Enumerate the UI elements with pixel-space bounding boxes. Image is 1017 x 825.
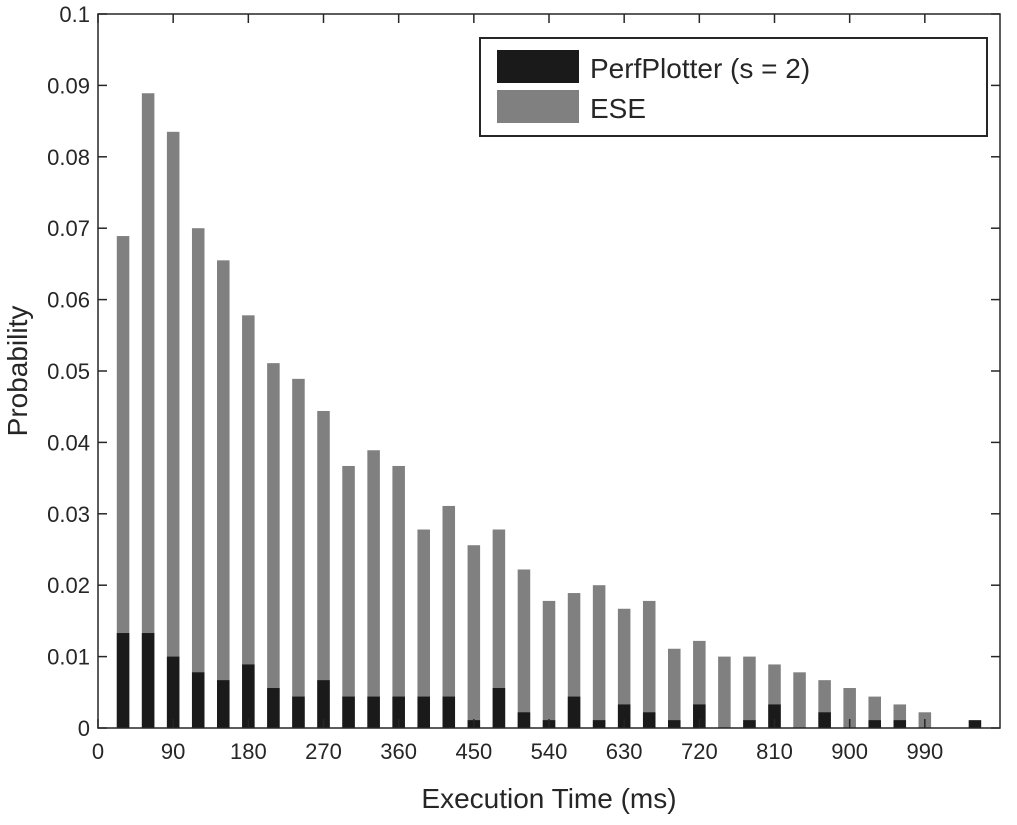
bar-ese-9 [342,465,355,728]
bar-ese-25 [743,656,756,728]
legend-label-ese: ESE [590,93,646,124]
bar-ese-24 [718,656,731,728]
x-tick-label-11: 990 [906,739,943,764]
legend-label-perfplotter: PerfPlotter (s = 2) [590,53,810,84]
bar-perfplotter-s-2-20 [617,704,631,728]
bar-perfplotter-s-2-3 [191,672,205,728]
y-tick-label-7: 0.07 [47,216,90,241]
bar-perfplotter-s-2-16 [517,712,531,728]
x-tick-label-8: 720 [681,739,718,764]
bar-ese-20 [617,608,631,728]
bar-ese-13 [442,505,456,728]
bar-perfplotter-s-2-4 [217,680,230,728]
bar-ese-4 [217,260,230,728]
bars-layer [116,93,982,729]
bar-perfplotter-s-2-8 [317,680,330,728]
y-tick-label-3: 0.03 [47,502,90,527]
bar-ese-18 [567,593,581,728]
y-axis-title: Probability [2,306,33,437]
bar-ese-10 [367,450,380,728]
bar-perfplotter-s-2-26 [768,704,781,728]
x-tick-label-10: 900 [831,739,868,764]
y-tick-label-1: 0.01 [47,645,90,670]
bar-ese-6 [267,363,280,728]
x-tick-label-1: 90 [161,739,185,764]
bar-perfplotter-s-2-22 [668,720,681,728]
bar-perfplotter-s-2-0 [116,633,130,728]
bar-perfplotter-s-2-15 [492,688,506,728]
bar-ese-12 [417,529,430,728]
bar-perfplotter-s-2-5 [242,664,255,728]
bar-ese-22 [668,648,681,728]
x-tick-label-3: 270 [305,739,342,764]
bar-ese-11 [392,465,405,728]
legend: PerfPlotter (s = 2) ESE [479,37,988,137]
y-tick-label-2: 0.02 [47,573,90,598]
bar-ese-27 [793,672,806,728]
bar-perfplotter-s-2-25 [743,720,756,728]
bar-perfplotter-s-2-34 [968,720,982,728]
bar-ese-2 [166,131,180,728]
bar-ese-14 [467,545,481,728]
bar-ese-5 [242,315,255,728]
x-axis-title: Execution Time (ms) [421,783,676,814]
y-tick-label-4: 0.04 [47,430,90,455]
x-tick-label-7: 630 [606,739,643,764]
bar-perfplotter-s-2-19 [592,720,606,728]
bar-ese-21 [642,600,656,728]
bar-perfplotter-s-2-7 [292,696,305,728]
x-tick-label-0: 0 [92,739,104,764]
bar-ese-17 [542,600,556,728]
y-tick-label-8: 0.08 [47,145,90,170]
legend-swatch-ese [497,90,579,123]
bar-ese-29 [843,688,856,728]
y-tick-label-10: 0.1 [59,2,90,27]
bar-ese-19 [592,585,606,728]
bar-perfplotter-s-2-18 [567,696,581,728]
x-tick-label-6: 540 [531,739,568,764]
bar-perfplotter-s-2-30 [868,720,881,728]
bar-perfplotter-s-2-31 [893,720,907,728]
y-tick-label-0: 0 [78,716,90,741]
ticks-layer: 0 90 180 270 360 450 540 630 720 810 900 990 0 0.01 0.… [47,2,1000,764]
bar-perfplotter-s-2-11 [392,696,405,728]
bar-ese-0 [116,236,130,729]
x-tick-label-2: 180 [230,739,267,764]
bar-perfplotter-s-2-10 [367,696,380,728]
bar-perfplotter-s-2-12 [417,696,430,728]
bar-perfplotter-s-2-9 [342,696,355,728]
x-tick-label-9: 810 [756,739,793,764]
y-tick-label-5: 0.05 [47,359,90,384]
bar-perfplotter-s-2-21 [642,712,656,728]
bar-perfplotter-s-2-13 [442,696,456,728]
y-tick-label-6: 0.06 [47,288,90,313]
bar-perfplotter-s-2-2 [166,656,180,728]
x-tick-label-4: 360 [380,739,417,764]
bar-ese-3 [191,228,205,728]
bar-perfplotter-s-2-6 [267,688,280,728]
legend-swatch-perfplotter [497,50,579,83]
y-tick-label-9: 0.09 [47,73,90,98]
bar-ese-1 [141,93,155,728]
bar-ese-30 [868,696,881,728]
bar-perfplotter-s-2-23 [693,704,706,728]
bar-ese-15 [492,529,506,728]
bar-perfplotter-s-2-28 [818,712,831,728]
x-tick-label-5: 450 [455,739,492,764]
bar-ese-8 [317,410,330,728]
bar-ese-7 [292,378,305,728]
bar-perfplotter-s-2-1 [141,633,155,728]
bar-ese-16 [517,569,531,728]
